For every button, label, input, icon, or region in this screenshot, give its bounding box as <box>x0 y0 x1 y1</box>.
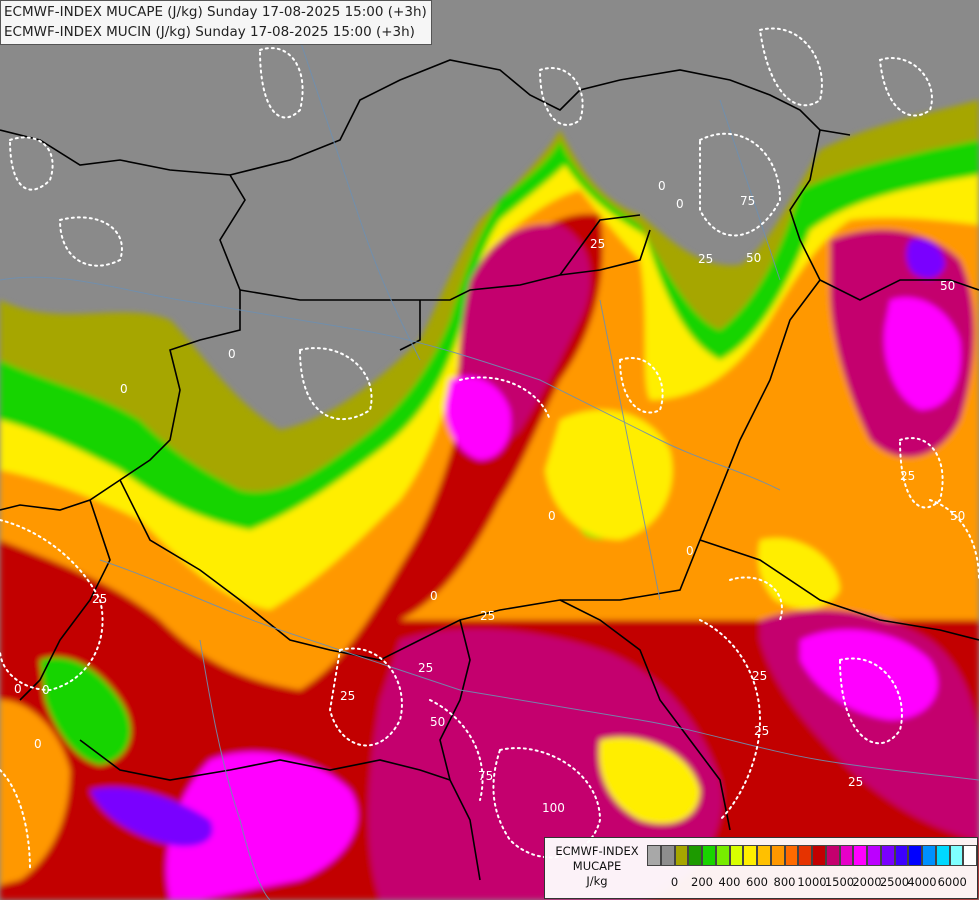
legend-swatch <box>688 845 702 866</box>
legend-tick-label: 200 <box>691 875 713 889</box>
contour-label: 0 <box>34 737 42 751</box>
legend-swatch <box>660 845 675 866</box>
cape-red <box>0 214 979 900</box>
contour-label: 25 <box>698 252 713 266</box>
contour-label: 0 <box>658 179 666 193</box>
legend-swatch <box>757 845 771 866</box>
contour-label: 25 <box>418 661 433 675</box>
legend-swatch <box>880 845 895 866</box>
legend-swatch <box>908 845 922 866</box>
cape-violet-1 <box>90 787 213 847</box>
legend-title: ECMWF-INDEX MUCAPE J/kg <box>549 844 645 889</box>
contour-label: 50 <box>430 715 445 729</box>
legend-swatch <box>674 845 689 866</box>
cape-violet-2 <box>906 239 945 279</box>
legend-swatch <box>867 845 881 866</box>
contour-label: 25 <box>480 609 495 623</box>
cape-yellow-patch-center <box>545 410 673 540</box>
legend-swatch <box>784 845 799 866</box>
legend-swatch <box>922 845 936 866</box>
mucin-contours <box>0 27 979 871</box>
legend-swatches <box>647 845 977 866</box>
legend-swatch <box>743 845 757 866</box>
legend-swatch <box>963 845 977 866</box>
cape-yellow-patch-south <box>599 737 700 824</box>
contour-label: 0 <box>14 682 22 696</box>
cape-magenta-south <box>368 629 722 900</box>
cape-green-patch-sw <box>40 657 131 765</box>
contour-label: 0 <box>676 197 684 211</box>
cape-yellow-patch-east <box>758 538 840 609</box>
contour-label: 25 <box>340 689 355 703</box>
legend-tick-label: 1000 <box>797 875 827 889</box>
legend-tick-label: 2000 <box>852 875 882 889</box>
legend-swatch <box>839 845 854 866</box>
rivers <box>0 39 979 900</box>
legend-swatch <box>812 845 826 866</box>
legend-tick-label: 6000 <box>937 875 967 889</box>
legend-swatch <box>770 845 785 866</box>
contour-label: 25 <box>848 775 863 789</box>
legend-swatch <box>647 845 661 866</box>
contour-label: 25 <box>590 237 605 251</box>
contour-label: 75 <box>740 194 755 208</box>
map-title-mucape: ECMWF-INDEX MUCAPE (J/kg) Sunday 17-08-2… <box>4 4 427 20</box>
contour-label: 0 <box>228 347 236 361</box>
contour-label: 50 <box>746 251 761 265</box>
legend-tick-label: 1500 <box>824 875 855 889</box>
legend-tick-label: 2500 <box>879 875 910 889</box>
legend-tick-label: 4000 <box>907 875 937 889</box>
legend-swatch <box>798 845 812 866</box>
legend-tick-label: 0 <box>670 875 679 889</box>
legend-ticks: 0 200 400 600 800 1000 1500 2000 2500 4000 6000 <box>647 875 977 891</box>
legend-swatch <box>853 845 867 866</box>
legend-swatch <box>825 845 840 866</box>
legend-title-model: ECMWF-INDEX <box>555 844 639 858</box>
mucin-labels: 0 0 0 0 0 0 0 0 0 0 25 25 25 25 25 25 25… <box>14 179 965 815</box>
contour-label: 0 <box>120 382 128 396</box>
cape-pink-3 <box>800 629 938 720</box>
legend-swatch <box>935 845 950 866</box>
cape-pink-2 <box>166 751 358 900</box>
contour-label: 25 <box>752 669 767 683</box>
map-title-mucin: ECMWF-INDEX MUCIN (J/kg) Sunday 17-08-20… <box>4 24 415 40</box>
contour-label: 0 <box>42 683 50 697</box>
contour-label: 100 <box>542 801 565 815</box>
legend-swatch <box>715 845 730 866</box>
contour-label: 25 <box>754 724 769 738</box>
contour-label: 0 <box>686 544 694 558</box>
contour-label: 25 <box>900 469 915 483</box>
contour-label: 0 <box>430 589 438 603</box>
cape-orange-patch-sw <box>0 700 70 885</box>
legend-tick-label: 800 <box>773 875 796 889</box>
map-title-box: ECMWF-INDEX MUCAPE (J/kg) Sunday 17-08-2… <box>0 0 432 45</box>
country-borders <box>0 59 979 881</box>
cape-pink-1 <box>445 376 511 460</box>
legend-tick-label: 400 <box>718 875 741 889</box>
contour-label: 50 <box>940 279 955 293</box>
color-legend: ECMWF-INDEX MUCAPE J/kg 0 200 400 600 800 100… <box>544 837 978 899</box>
legend-title-unit: J/kg <box>586 874 608 888</box>
cape-pink-4 <box>884 297 961 410</box>
legend-tick-label: 600 <box>746 875 768 889</box>
legend-swatch <box>729 845 744 866</box>
legend-swatch <box>894 845 909 866</box>
cape-fill-layers <box>0 100 979 900</box>
contour-label: 75 <box>478 769 493 783</box>
contour-label: 25 <box>92 592 107 606</box>
contour-label: 50 <box>950 509 965 523</box>
legend-title-parameter: MUCAPE <box>572 859 622 873</box>
legend-swatch <box>702 845 716 866</box>
legend-swatch <box>949 845 964 866</box>
contour-label: 0 <box>548 509 556 523</box>
